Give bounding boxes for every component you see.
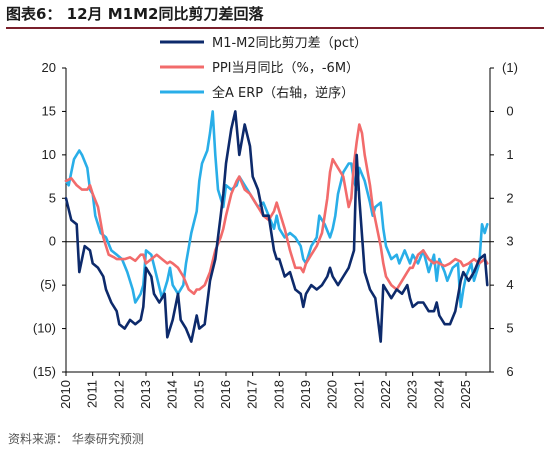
- x-tick-label: 2022: [378, 380, 393, 409]
- right-tick-label: 0: [506, 103, 513, 118]
- left-tick-label: (15): [33, 364, 56, 379]
- left-tick-label: (10): [33, 321, 56, 336]
- x-tick-label: 2024: [431, 380, 446, 409]
- left-tick-label: 0: [49, 234, 56, 249]
- x-tick-label: 2016: [218, 380, 233, 409]
- x-tick-label: 2011: [85, 380, 100, 408]
- right-tick-label: 2: [506, 190, 513, 205]
- x-tick-label: 2013: [138, 380, 153, 409]
- x-tick-label: 2014: [165, 380, 180, 409]
- source-note: 资料来源： 华泰研究预测: [8, 432, 144, 446]
- left-tick-label: 15: [42, 103, 56, 118]
- legend-label-1: M1-M2同比剪刀差（pct）: [212, 35, 367, 51]
- left-tick-label: 20: [42, 60, 56, 75]
- right-tick-label: (1): [502, 60, 518, 75]
- title-divider: [6, 27, 544, 29]
- x-tick-label: 2023: [405, 380, 420, 409]
- series-line-3: [64, 110, 489, 309]
- legend-label-2: PPI当月同比（%，-6M）: [212, 61, 359, 76]
- chart-area: 20 15 10 5 0 (5) (10) (15) (1) 0 1 2 3 4 5 6 2010 2011 201…: [0, 30, 550, 420]
- left-tick-label: 10: [42, 147, 56, 162]
- right-tick-label: 4: [506, 277, 513, 292]
- figure-title: 图表6： 12月 M1M2同比剪刀差回落: [6, 5, 264, 23]
- x-tick-label: 2018: [271, 380, 286, 409]
- x-tick-label: 2020: [325, 380, 340, 409]
- legend-label-3: 全A ERP（右轴，逆序）: [212, 85, 354, 101]
- x-tick-label: 2021: [351, 380, 366, 409]
- right-tick-label: 5: [506, 321, 513, 336]
- right-tick-label: 3: [506, 234, 513, 249]
- right-tick-label: 6: [506, 364, 513, 379]
- x-tick-label: 2019: [298, 380, 313, 409]
- left-tick-label: (5): [40, 277, 56, 292]
- x-tick-label: 2015: [191, 380, 206, 409]
- series-line-2: [64, 123, 489, 296]
- x-tick-label: 2017: [245, 380, 260, 409]
- left-tick-label: 5: [49, 190, 56, 205]
- right-tick-label: 1: [506, 147, 513, 162]
- x-tick-label: 2025: [458, 380, 473, 409]
- x-tick-label: 2010: [58, 380, 73, 409]
- x-tick-label: 2012: [111, 380, 126, 409]
- series-line-1: [64, 110, 489, 343]
